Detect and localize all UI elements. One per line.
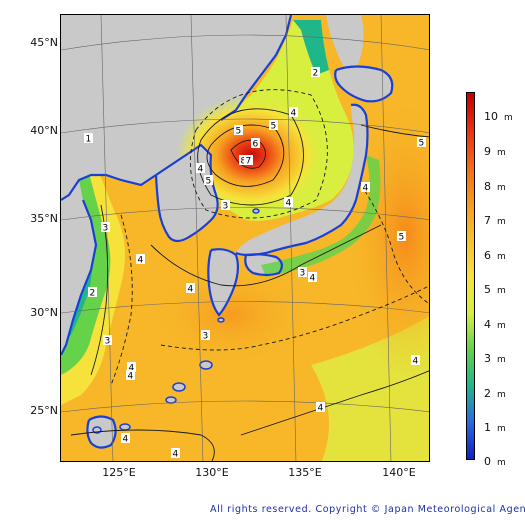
contour-label: 4 xyxy=(361,182,370,194)
svg-text:3: 3 xyxy=(203,332,209,342)
taiwan xyxy=(87,416,116,448)
svg-text:4: 4 xyxy=(291,109,297,119)
contour-label-group: 8 7 6 5 5 5 4 4 3 4 2 1 3 4 2 3 4 3 4 5 … xyxy=(84,67,426,460)
contour-label: 4 xyxy=(411,355,420,367)
lon-label-125: 125°E xyxy=(102,466,136,479)
svg-text:8: 8 xyxy=(241,157,247,167)
contour-label: 5 xyxy=(234,125,243,137)
contour-label: 4 xyxy=(316,402,325,414)
svg-text:4: 4 xyxy=(129,364,135,374)
asia-mainland xyxy=(61,15,291,200)
svg-text:5: 5 xyxy=(419,139,425,149)
contour-label: 4 xyxy=(127,362,136,374)
coastlines xyxy=(61,15,394,449)
svg-text:4: 4 xyxy=(363,184,369,194)
svg-text:1: 1 xyxy=(86,135,92,145)
svg-text:7: 7 xyxy=(246,157,252,167)
svg-text:3: 3 xyxy=(223,202,229,212)
svg-text:5: 5 xyxy=(271,122,277,132)
svg-text:3: 3 xyxy=(103,224,109,234)
tatar-strait xyxy=(293,20,329,75)
contour-label: 4 xyxy=(136,254,145,266)
contour-label: 5 xyxy=(269,120,278,132)
contour-label: 3 xyxy=(221,200,230,212)
contour-label: 2 xyxy=(311,67,320,79)
lat-label-25: 25°N xyxy=(30,404,58,417)
contour-label: 4 xyxy=(126,370,135,382)
lon-label-130: 130°E xyxy=(195,466,229,479)
contour-label: 7 xyxy=(244,155,253,167)
contour-label: 3 xyxy=(201,330,210,342)
contour-label: 4 xyxy=(121,433,130,445)
contour-label: 5 xyxy=(397,231,406,243)
copyright-notice: All rights reserved. Copyright © Japan M… xyxy=(210,504,525,515)
svg-text:4: 4 xyxy=(413,357,419,367)
svg-text:3: 3 xyxy=(300,269,306,279)
ryukyu-islands xyxy=(92,208,260,434)
honshu xyxy=(236,104,368,255)
contour-label: 2 xyxy=(88,287,97,299)
contour-label: 4 xyxy=(196,163,205,175)
svg-text:4: 4 xyxy=(318,404,324,414)
map-canvas: 8 7 6 5 5 5 4 4 3 4 2 1 3 4 2 3 4 3 4 5 … xyxy=(61,15,429,461)
lat-label-35: 35°N xyxy=(30,212,58,225)
contour-label: 3 xyxy=(103,335,112,347)
contour-label: 3 xyxy=(298,267,307,279)
colorbar-label-10: 10 m xyxy=(484,110,513,123)
japan-pacific-coast xyxy=(261,155,381,277)
svg-text:5: 5 xyxy=(206,177,212,187)
contour-lines xyxy=(70,89,429,461)
wave-height-map: 8 7 6 5 5 5 4 4 3 4 2 1 3 4 2 3 4 3 4 5 … xyxy=(60,14,430,462)
svg-text:4: 4 xyxy=(286,199,292,209)
svg-text:5: 5 xyxy=(399,233,405,243)
graticule xyxy=(61,15,429,461)
contour-label: 4 xyxy=(186,283,195,295)
contour-label: 5 xyxy=(204,175,213,187)
svg-text:4: 4 xyxy=(138,256,144,266)
svg-text:4: 4 xyxy=(310,274,316,284)
china-coast xyxy=(61,180,96,355)
lon-label-140: 140°E xyxy=(382,466,416,479)
svg-text:4: 4 xyxy=(173,450,179,460)
contour-label: 5 xyxy=(417,137,426,149)
contour-label: 3 xyxy=(101,222,110,234)
lat-label-40: 40°N xyxy=(30,124,58,137)
svg-text:2: 2 xyxy=(90,289,96,299)
svg-text:4: 4 xyxy=(198,165,204,175)
contour-label: 4 xyxy=(171,448,180,460)
lon-label-135: 135°E xyxy=(288,466,322,479)
svg-text:2: 2 xyxy=(313,69,319,79)
contour-label: 4 xyxy=(308,272,317,284)
lat-label-30: 30°N xyxy=(30,306,58,319)
sakhalin xyxy=(326,15,364,75)
lat-label-45: 45°N xyxy=(30,36,58,49)
contour-label: 1 xyxy=(84,133,93,145)
contour-label: 4 xyxy=(284,197,293,209)
svg-text:4: 4 xyxy=(123,435,129,445)
svg-text:6: 6 xyxy=(253,140,259,150)
svg-text:5: 5 xyxy=(236,127,242,137)
kyushu xyxy=(208,249,238,315)
svg-text:3: 3 xyxy=(105,337,111,347)
contour-label: 8 xyxy=(239,155,248,167)
contour-label: 6 xyxy=(251,138,260,150)
svg-text:4: 4 xyxy=(128,372,134,382)
svg-text:4: 4 xyxy=(188,285,194,295)
contour-label: 4 xyxy=(289,107,298,119)
wave-height-colorbar xyxy=(466,92,475,460)
